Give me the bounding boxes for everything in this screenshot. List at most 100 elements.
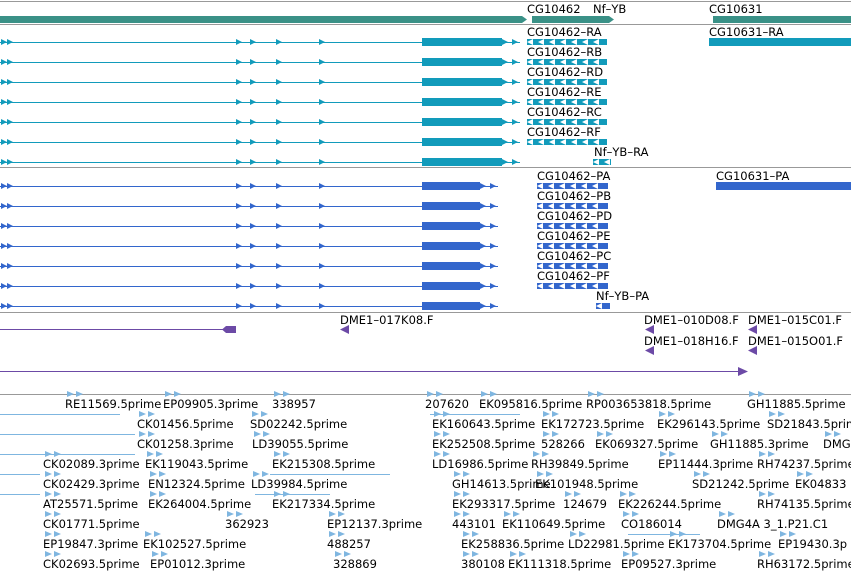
- est-label[interactable]: EK101948.5prime: [535, 477, 638, 491]
- transcript-label[interactable]: CG10462–RB: [527, 45, 602, 59]
- gene-track[interactable]: CG10462 Nf–YB CG10631: [0, 2, 851, 23]
- est-label[interactable]: EK293317.5prime: [452, 497, 555, 511]
- est-label[interactable]: CK02089.3prime: [43, 457, 140, 471]
- clone-label[interactable]: DME1–017K08.F: [340, 313, 434, 327]
- est-mark[interactable]: [632, 511, 639, 517]
- est-mark[interactable]: [54, 511, 61, 517]
- est-label[interactable]: EK217334.5prime: [272, 497, 375, 511]
- est-label[interactable]: CK02429.3prime: [43, 477, 140, 491]
- est-mark[interactable]: [510, 551, 517, 557]
- est-mark[interactable]: [490, 391, 497, 397]
- est-label[interactable]: RE11569.5prime: [65, 397, 161, 411]
- protein-label[interactable]: CG10631–PA: [716, 169, 789, 183]
- gene-bar-cg10462[interactable]: [0, 16, 522, 23]
- est-mark[interactable]: [254, 431, 261, 437]
- est-track[interactable]: RE11569.5prime EP09905.3prime 338957 207620…: [0, 391, 851, 571]
- est-mark[interactable]: [463, 491, 470, 497]
- est-label[interactable]: AT25571.5prime: [43, 497, 138, 511]
- est-mark[interactable]: [274, 391, 281, 397]
- gene-label-nf-yb[interactable]: Nf–YB: [593, 2, 626, 16]
- model-row[interactable]: [0, 302, 610, 310]
- est-label[interactable]: 207620: [425, 397, 469, 411]
- est-mark[interactable]: [778, 411, 785, 417]
- est-label[interactable]: GH11885.5prime: [747, 397, 846, 411]
- est-label[interactable]: SD02242.5prime: [250, 417, 347, 431]
- est-mark[interactable]: [443, 451, 450, 457]
- est-label[interactable]: EP11444.3prime: [658, 457, 753, 471]
- est-mark[interactable]: [150, 471, 157, 477]
- est-mark[interactable]: [159, 491, 166, 497]
- est-label[interactable]: CK02693.5prime: [43, 557, 140, 571]
- est-mark[interactable]: [481, 391, 488, 397]
- protein-label[interactable]: CG10462–PB: [537, 189, 611, 203]
- est-mark[interactable]: [463, 511, 470, 517]
- est-label[interactable]: EP19847.3prime: [43, 537, 138, 551]
- protein-label[interactable]: Nf–YB–PA: [596, 289, 649, 303]
- model-row[interactable]: [0, 202, 608, 210]
- est-mark[interactable]: [454, 511, 461, 517]
- est-label[interactable]: EK215308.5prime: [272, 457, 375, 471]
- est-mark[interactable]: [749, 391, 756, 397]
- model-row[interactable]: [0, 242, 608, 250]
- est-label[interactable]: EK296143.5prime: [657, 417, 760, 431]
- est-label[interactable]: CO186014: [621, 517, 682, 531]
- est-mark[interactable]: [669, 451, 676, 457]
- est-label[interactable]: 124679: [563, 497, 607, 511]
- est-label[interactable]: EP12137.3prime: [327, 517, 422, 531]
- transcript-label[interactable]: CG10462–RA: [527, 25, 602, 39]
- model-row[interactable]: [0, 118, 607, 126]
- est-mark[interactable]: [262, 471, 269, 477]
- model-row[interactable]: [0, 282, 608, 290]
- est-mark[interactable]: [154, 531, 161, 537]
- est-label[interactable]: RH74237.5prime: [757, 457, 851, 471]
- est-mark[interactable]: [834, 431, 841, 437]
- est-mark[interactable]: [597, 391, 604, 397]
- est-label[interactable]: EP09527.3prime: [621, 557, 716, 571]
- est-mark[interactable]: [537, 471, 544, 477]
- protein-label[interactable]: CG10462–PA: [537, 169, 610, 183]
- est-mark[interactable]: [632, 551, 639, 557]
- est-mark[interactable]: [552, 411, 559, 417]
- est-mark[interactable]: [253, 471, 260, 477]
- est-label[interactable]: EK258836.5prime: [461, 537, 564, 551]
- est-label[interactable]: EN12324.5prime: [148, 477, 245, 491]
- est-label[interactable]: DMG: [823, 437, 851, 451]
- est-mark[interactable]: [542, 451, 549, 457]
- est-mark[interactable]: [283, 451, 290, 457]
- est-label[interactable]: 328869: [333, 557, 377, 571]
- est-mark[interactable]: [780, 531, 787, 537]
- est-mark[interactable]: [54, 471, 61, 477]
- est-label[interactable]: EK252508.5prime: [432, 437, 535, 451]
- model-row[interactable]: [0, 38, 607, 46]
- est-mark[interactable]: [152, 551, 159, 557]
- est-mark[interactable]: [565, 491, 572, 497]
- est-label[interactable]: GH11885.3prime: [710, 437, 809, 451]
- est-mark[interactable]: [338, 511, 345, 517]
- est-mark[interactable]: [769, 411, 776, 417]
- est-mark[interactable]: [759, 551, 766, 557]
- est-mark[interactable]: [335, 551, 342, 557]
- est-mark[interactable]: [519, 551, 526, 557]
- gene-bar-nf-yb[interactable]: [532, 16, 609, 23]
- est-mark[interactable]: [623, 551, 630, 557]
- est-mark[interactable]: [721, 431, 728, 437]
- est-mark[interactable]: [768, 551, 775, 557]
- est-mark[interactable]: [759, 491, 766, 497]
- est-mark[interactable]: [76, 391, 83, 397]
- est-label[interactable]: 443101: [452, 517, 496, 531]
- est-mark[interactable]: [588, 391, 595, 397]
- est-mark[interactable]: [156, 451, 163, 457]
- est-label[interactable]: 362923: [225, 517, 269, 531]
- est-mark[interactable]: [161, 551, 168, 557]
- est-mark[interactable]: [463, 551, 470, 557]
- model-row[interactable]: [0, 78, 607, 86]
- est-mark[interactable]: [660, 451, 667, 457]
- est-label[interactable]: GH14613.5prime: [452, 477, 551, 491]
- est-mark[interactable]: [597, 431, 604, 437]
- protein-label[interactable]: CG10462–PE: [537, 229, 610, 243]
- clone-label[interactable]: DME1–015C01.F: [748, 313, 842, 327]
- transcript-label[interactable]: CG10462–RC: [527, 105, 602, 119]
- est-mark[interactable]: [768, 451, 775, 457]
- transcript-label[interactable]: Nf–YB–RA: [594, 145, 649, 159]
- est-mark[interactable]: [165, 391, 172, 397]
